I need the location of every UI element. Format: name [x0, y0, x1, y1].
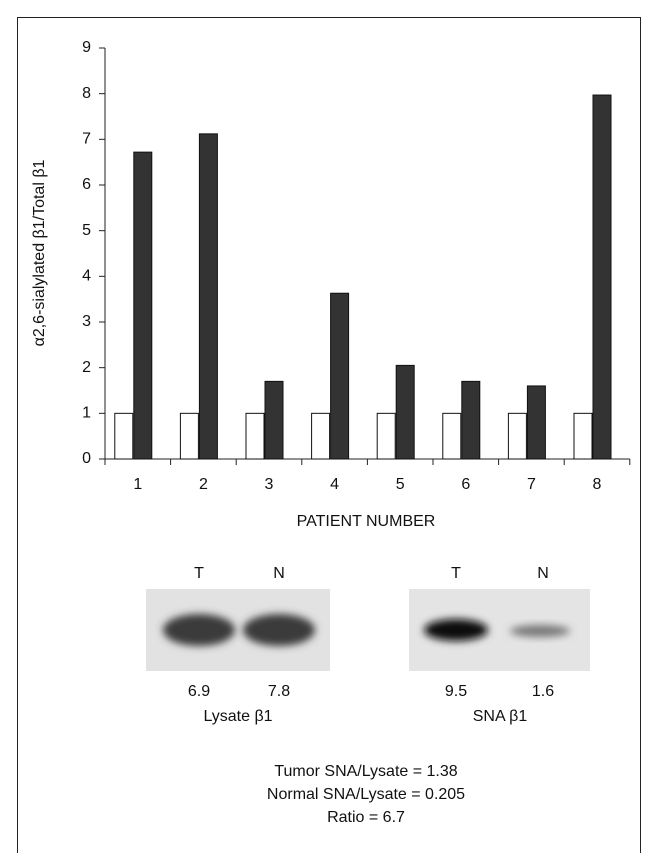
bar	[377, 413, 395, 459]
bar	[508, 413, 526, 459]
blot-1	[146, 589, 330, 671]
figure: α2,6-sialylated β1/Total β1 PATIENT NUMB…	[0, 0, 659, 853]
bar	[396, 365, 414, 459]
lane-label: T	[451, 565, 461, 582]
bar	[134, 152, 152, 459]
blot-caption: SNA β1	[473, 708, 528, 725]
bar	[115, 413, 133, 459]
bar	[593, 95, 611, 459]
lane-label: T	[194, 565, 204, 582]
bar	[180, 413, 198, 459]
x-tick-label: 3	[265, 476, 274, 493]
band-value: 1.6	[532, 683, 554, 700]
x-tick-label: 1	[133, 476, 142, 493]
y-tick-label: 1	[82, 405, 91, 422]
bar	[199, 134, 217, 459]
band-value: 6.9	[188, 683, 210, 700]
blot-2	[409, 589, 590, 671]
bar	[312, 413, 330, 459]
band-value: 7.8	[268, 683, 290, 700]
x-tick-label: 2	[199, 476, 208, 493]
bar	[331, 293, 349, 459]
y-tick-label: 9	[82, 39, 91, 56]
x-tick-label: 6	[461, 476, 470, 493]
x-tick-label: 5	[396, 476, 405, 493]
y-axis-label: α2,6-sialylated β1/Total β1	[31, 159, 48, 346]
x-tick-label: 8	[593, 476, 602, 493]
y-tick-label: 7	[82, 131, 91, 148]
bar	[574, 413, 592, 459]
y-tick-label: 2	[82, 359, 91, 376]
y-tick-label: 5	[82, 222, 91, 239]
summary-line: Normal SNA/Lysate = 0.205	[267, 786, 465, 803]
bar	[265, 381, 283, 459]
y-tick-label: 8	[82, 85, 91, 102]
bar	[462, 381, 480, 459]
summary-line: Tumor SNA/Lysate = 1.38	[274, 763, 457, 780]
x-axis-label: PATIENT NUMBER	[297, 513, 436, 530]
summary-line: Ratio = 6.7	[327, 809, 405, 826]
x-tick-label: 4	[330, 476, 339, 493]
lane-label: N	[273, 565, 285, 582]
y-tick-label: 0	[82, 450, 91, 467]
y-tick-label: 3	[82, 313, 91, 330]
bar	[443, 413, 461, 459]
lane-label: N	[537, 565, 549, 582]
bar	[246, 413, 264, 459]
y-tick-label: 6	[82, 176, 91, 193]
blot-caption: Lysate β1	[203, 708, 272, 725]
y-tick-label: 4	[82, 268, 91, 285]
x-tick-label: 7	[527, 476, 536, 493]
band-value: 9.5	[445, 683, 467, 700]
bar	[527, 386, 545, 459]
